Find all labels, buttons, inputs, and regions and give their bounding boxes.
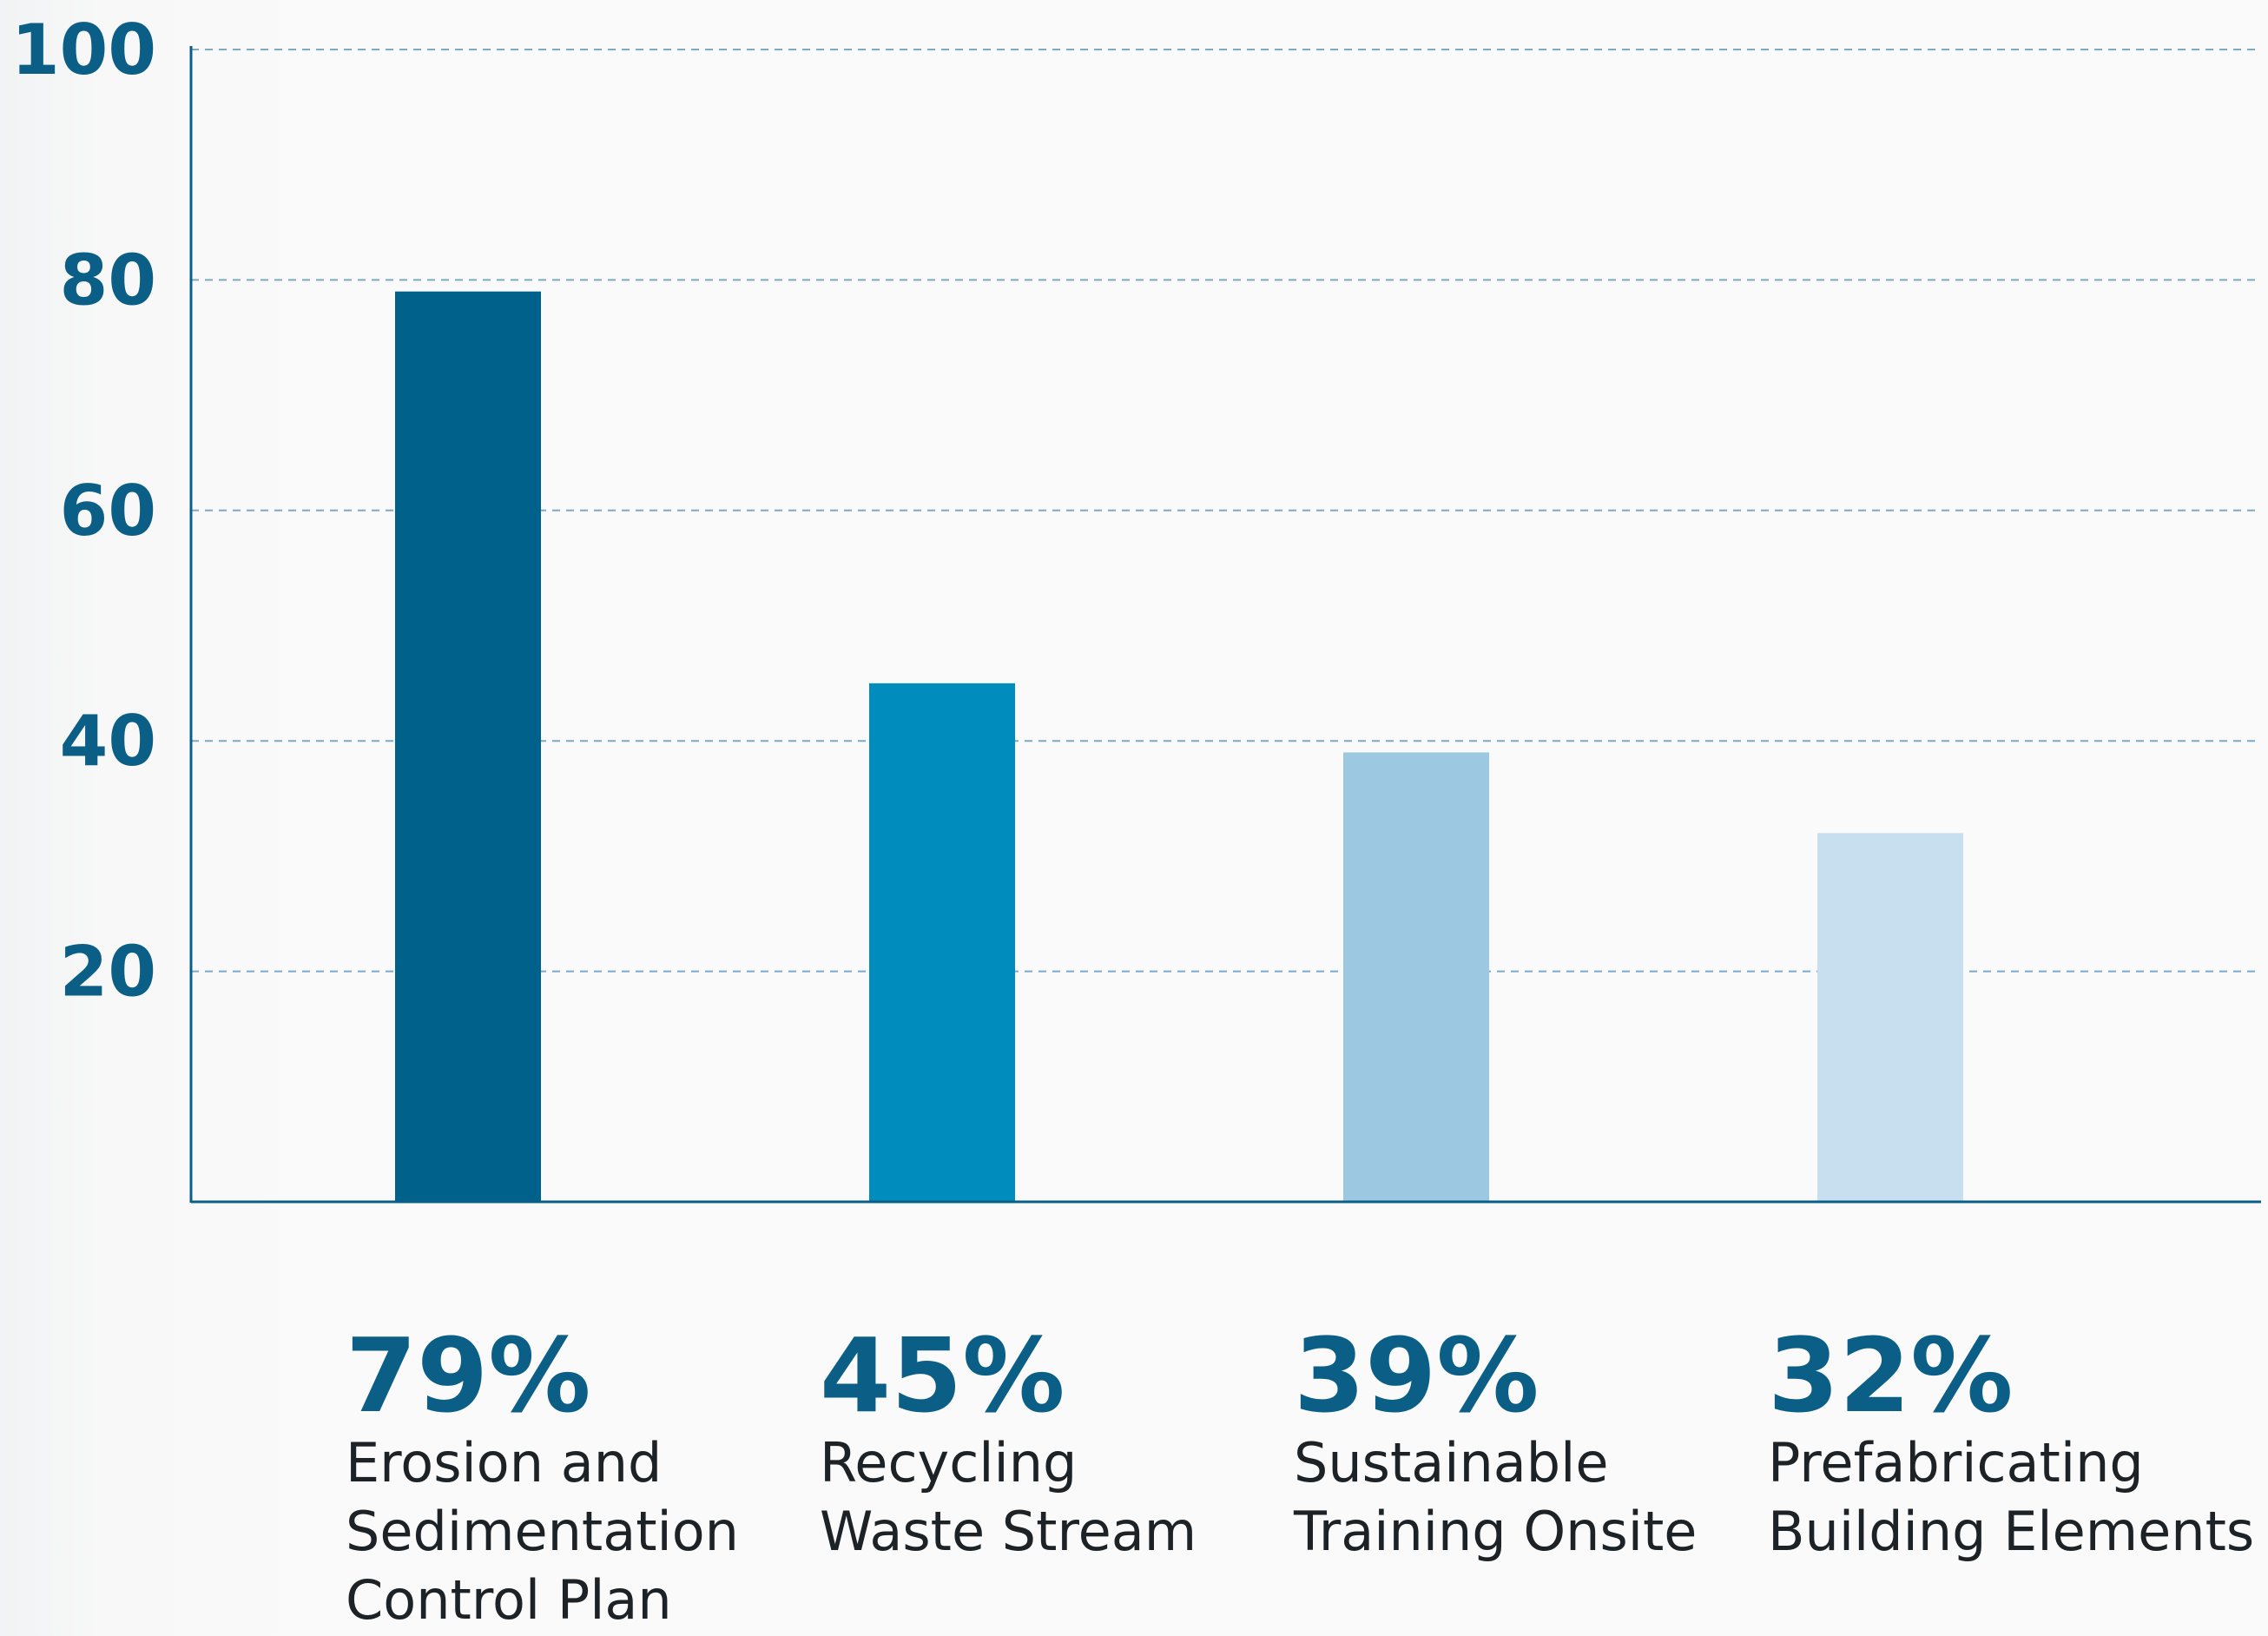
bar-1 <box>395 291 541 1201</box>
category-label-line: Training Onsite <box>1293 1500 1697 1563</box>
y-tick-label: 80 <box>60 240 156 320</box>
category-label-line: Erosion and <box>346 1431 662 1494</box>
bar-2 <box>869 683 1015 1201</box>
y-tick-label: 40 <box>60 701 156 782</box>
value-label: 45% <box>820 1316 1065 1435</box>
y-tick-label: 60 <box>60 471 156 551</box>
category-label-line: Control Plan <box>346 1568 672 1632</box>
y-tick-label: 100 <box>11 10 156 90</box>
category-label-line: Building Elements <box>1768 1500 2254 1563</box>
category-label-line: Waste Stream <box>820 1500 1197 1563</box>
category-label-line: Prefabricating <box>1768 1431 2144 1494</box>
bars <box>395 291 1963 1201</box>
y-tick-label: 20 <box>60 932 156 1013</box>
category-label-line: Recycling <box>820 1431 1077 1494</box>
category-label-line: Sedimentation <box>346 1500 739 1563</box>
bar-4 <box>1817 833 1963 1201</box>
bar-3 <box>1343 752 1489 1201</box>
value-label: 32% <box>1768 1316 2013 1435</box>
value-label: 79% <box>346 1316 590 1435</box>
axes <box>189 46 2261 1204</box>
y-axis-ticks: 20 40 60 80 100 <box>11 10 156 1013</box>
category-label-line: Sustainable <box>1294 1431 1609 1494</box>
value-label: 39% <box>1294 1316 1539 1435</box>
